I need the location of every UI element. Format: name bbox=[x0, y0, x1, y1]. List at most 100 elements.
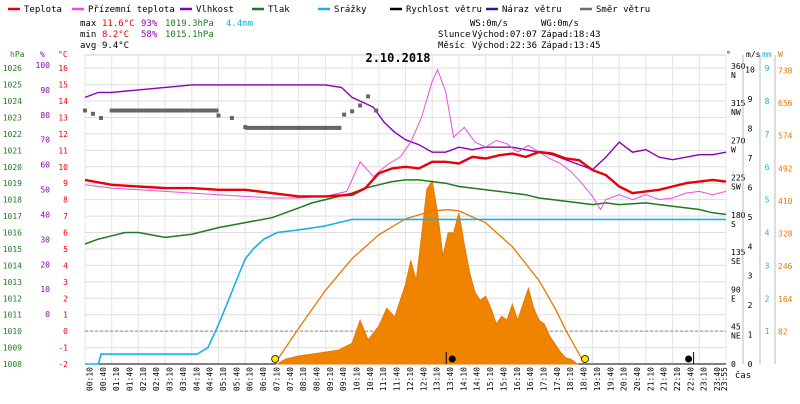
percent-axis-label: % bbox=[40, 50, 45, 59]
percent-tick-label: 80 bbox=[40, 111, 50, 120]
sunrise-marker-icon bbox=[271, 355, 280, 363]
temperature-tick-label: 15 bbox=[58, 81, 68, 90]
hpa-tick-label: 1010 bbox=[3, 327, 22, 336]
x-tick-label: 12:40 bbox=[419, 367, 428, 391]
x-tick-label: 16:40 bbox=[526, 367, 535, 391]
moonrise-time: Východ:22:36 bbox=[472, 41, 537, 51]
temperature-line bbox=[84, 150, 727, 198]
x-tick-label: 23:10 bbox=[700, 367, 709, 391]
x-tick-label: 20:10 bbox=[620, 367, 629, 391]
x-tick-label: 01:40 bbox=[126, 367, 135, 391]
hpa-tick-label: 1025 bbox=[3, 81, 22, 90]
temperature-tick-label: 14 bbox=[58, 97, 68, 106]
sunrise-time: Východ:07:07 bbox=[472, 30, 537, 40]
rain-tick-label: 5 bbox=[765, 196, 770, 205]
direction-tick-label: 315 bbox=[731, 99, 746, 108]
direction-name-label: NW bbox=[731, 108, 741, 117]
x-tick-label: 07:40 bbox=[286, 367, 295, 391]
x-tick-label: 00:10 bbox=[86, 367, 95, 391]
direction-tick-label: 270 bbox=[731, 136, 746, 145]
x-tick-label: 23:40 bbox=[713, 367, 722, 391]
hpa-tick-label: 1019 bbox=[3, 179, 22, 188]
rain-tick-label: 7 bbox=[765, 130, 770, 139]
wind-direction-point bbox=[99, 116, 103, 120]
legend-label: Teplota bbox=[24, 5, 62, 15]
x-tick-label: 11:40 bbox=[393, 367, 402, 391]
x-tick-label: 11:10 bbox=[379, 367, 388, 391]
x-tick-label: 05:10 bbox=[219, 367, 228, 391]
hpa-tick-label: 1020 bbox=[3, 163, 22, 172]
wind-speed-axis-label: m/s bbox=[746, 50, 761, 59]
moonset-marker-icon bbox=[448, 355, 456, 363]
x-tick-label: 04:40 bbox=[206, 367, 215, 391]
x-tick-label: 02:10 bbox=[139, 367, 148, 391]
temperature-tick-label: -2 bbox=[58, 360, 68, 369]
percent-tick-label: 50 bbox=[40, 186, 50, 195]
wind-gust-readout: WG:0m/s bbox=[541, 19, 579, 29]
direction-tick-label: 180 bbox=[731, 211, 746, 220]
max-rain: 4.4mm bbox=[226, 19, 253, 29]
wind-speed-tick-label: 1 bbox=[748, 331, 753, 340]
ground-temperature-line bbox=[84, 68, 727, 211]
x-tick-label: 17:40 bbox=[553, 367, 562, 391]
percent-tick-label: 60 bbox=[40, 161, 50, 170]
wind-speed-tick-label: 8 bbox=[748, 125, 753, 134]
direction-name-label: NE bbox=[731, 332, 741, 341]
x-tick-label: 12:10 bbox=[406, 367, 415, 391]
legend-label: Srážky bbox=[334, 5, 367, 15]
x-tick-label: 15:40 bbox=[499, 367, 508, 391]
x-tick-label: 18:10 bbox=[566, 367, 575, 391]
temperature-tick-label: 3 bbox=[63, 278, 68, 287]
x-tick-label: 08:10 bbox=[299, 367, 308, 391]
x-tick-label: 04:10 bbox=[192, 367, 201, 391]
wind-speed-readout: WS:0m/s bbox=[470, 19, 508, 29]
temperature-tick-label: 4 bbox=[63, 261, 68, 270]
rain-tick-label: 1 bbox=[765, 327, 770, 336]
avg-temp: 9.4°C bbox=[102, 41, 129, 51]
solar-tick-label: 82 bbox=[778, 327, 788, 336]
percent-tick-label: 40 bbox=[40, 211, 50, 220]
humidity-line bbox=[84, 84, 727, 171]
solar-radiation-area bbox=[275, 179, 579, 365]
direction-name-label: W bbox=[731, 145, 736, 154]
solar-tick-label: 164 bbox=[778, 295, 793, 304]
percent-tick-label: 90 bbox=[40, 86, 50, 95]
x-tick-label: 08:40 bbox=[313, 367, 322, 391]
x-tick-label: 15:10 bbox=[486, 367, 495, 391]
percent-tick-label: 100 bbox=[36, 61, 51, 70]
temperature-tick-label: 12 bbox=[58, 130, 68, 139]
x-tick-label: 23:55 bbox=[720, 367, 729, 391]
direction-name-label: N bbox=[731, 71, 736, 80]
solar-tick-label: 656 bbox=[778, 99, 793, 108]
wind-direction-point bbox=[358, 103, 363, 108]
wind-direction-point bbox=[342, 112, 347, 117]
wind-speed-tick-label: 0 bbox=[748, 360, 753, 369]
x-tick-label: 06:10 bbox=[246, 367, 255, 391]
temperature-tick-label: 16 bbox=[58, 64, 68, 73]
wind-direction-point bbox=[83, 108, 87, 113]
direction-tick-label: 135 bbox=[731, 248, 746, 257]
wind-direction-point bbox=[216, 113, 221, 118]
max-humidity: 93% bbox=[141, 19, 158, 29]
x-tick-label: 02:40 bbox=[152, 367, 161, 391]
rain-axis-label: mm bbox=[762, 50, 772, 59]
percent-tick-label: 20 bbox=[40, 260, 50, 269]
direction-tick-label: 0 bbox=[731, 360, 736, 369]
percent-tick-label: 70 bbox=[40, 136, 50, 145]
min-temp: 8.2°C bbox=[102, 30, 129, 40]
temperature-tick-label: 1 bbox=[63, 311, 68, 320]
x-tick-label: 10:10 bbox=[353, 367, 362, 391]
x-tick-label: 22:40 bbox=[686, 367, 695, 391]
wind-speed-tick-label: 9 bbox=[748, 95, 753, 104]
x-tick-label: 22:10 bbox=[673, 367, 682, 391]
hpa-tick-label: 1012 bbox=[3, 294, 22, 303]
x-tick-label: 09:10 bbox=[326, 367, 335, 391]
rain-line bbox=[85, 218, 726, 365]
x-tick-label: 17:10 bbox=[540, 367, 549, 391]
hpa-tick-label: 1017 bbox=[3, 212, 22, 221]
x-axis-label: čas bbox=[735, 370, 751, 381]
wind-direction-point bbox=[229, 116, 234, 120]
x-tick-label: 16:10 bbox=[513, 367, 522, 391]
hpa-axis-label: hPa bbox=[10, 50, 25, 59]
